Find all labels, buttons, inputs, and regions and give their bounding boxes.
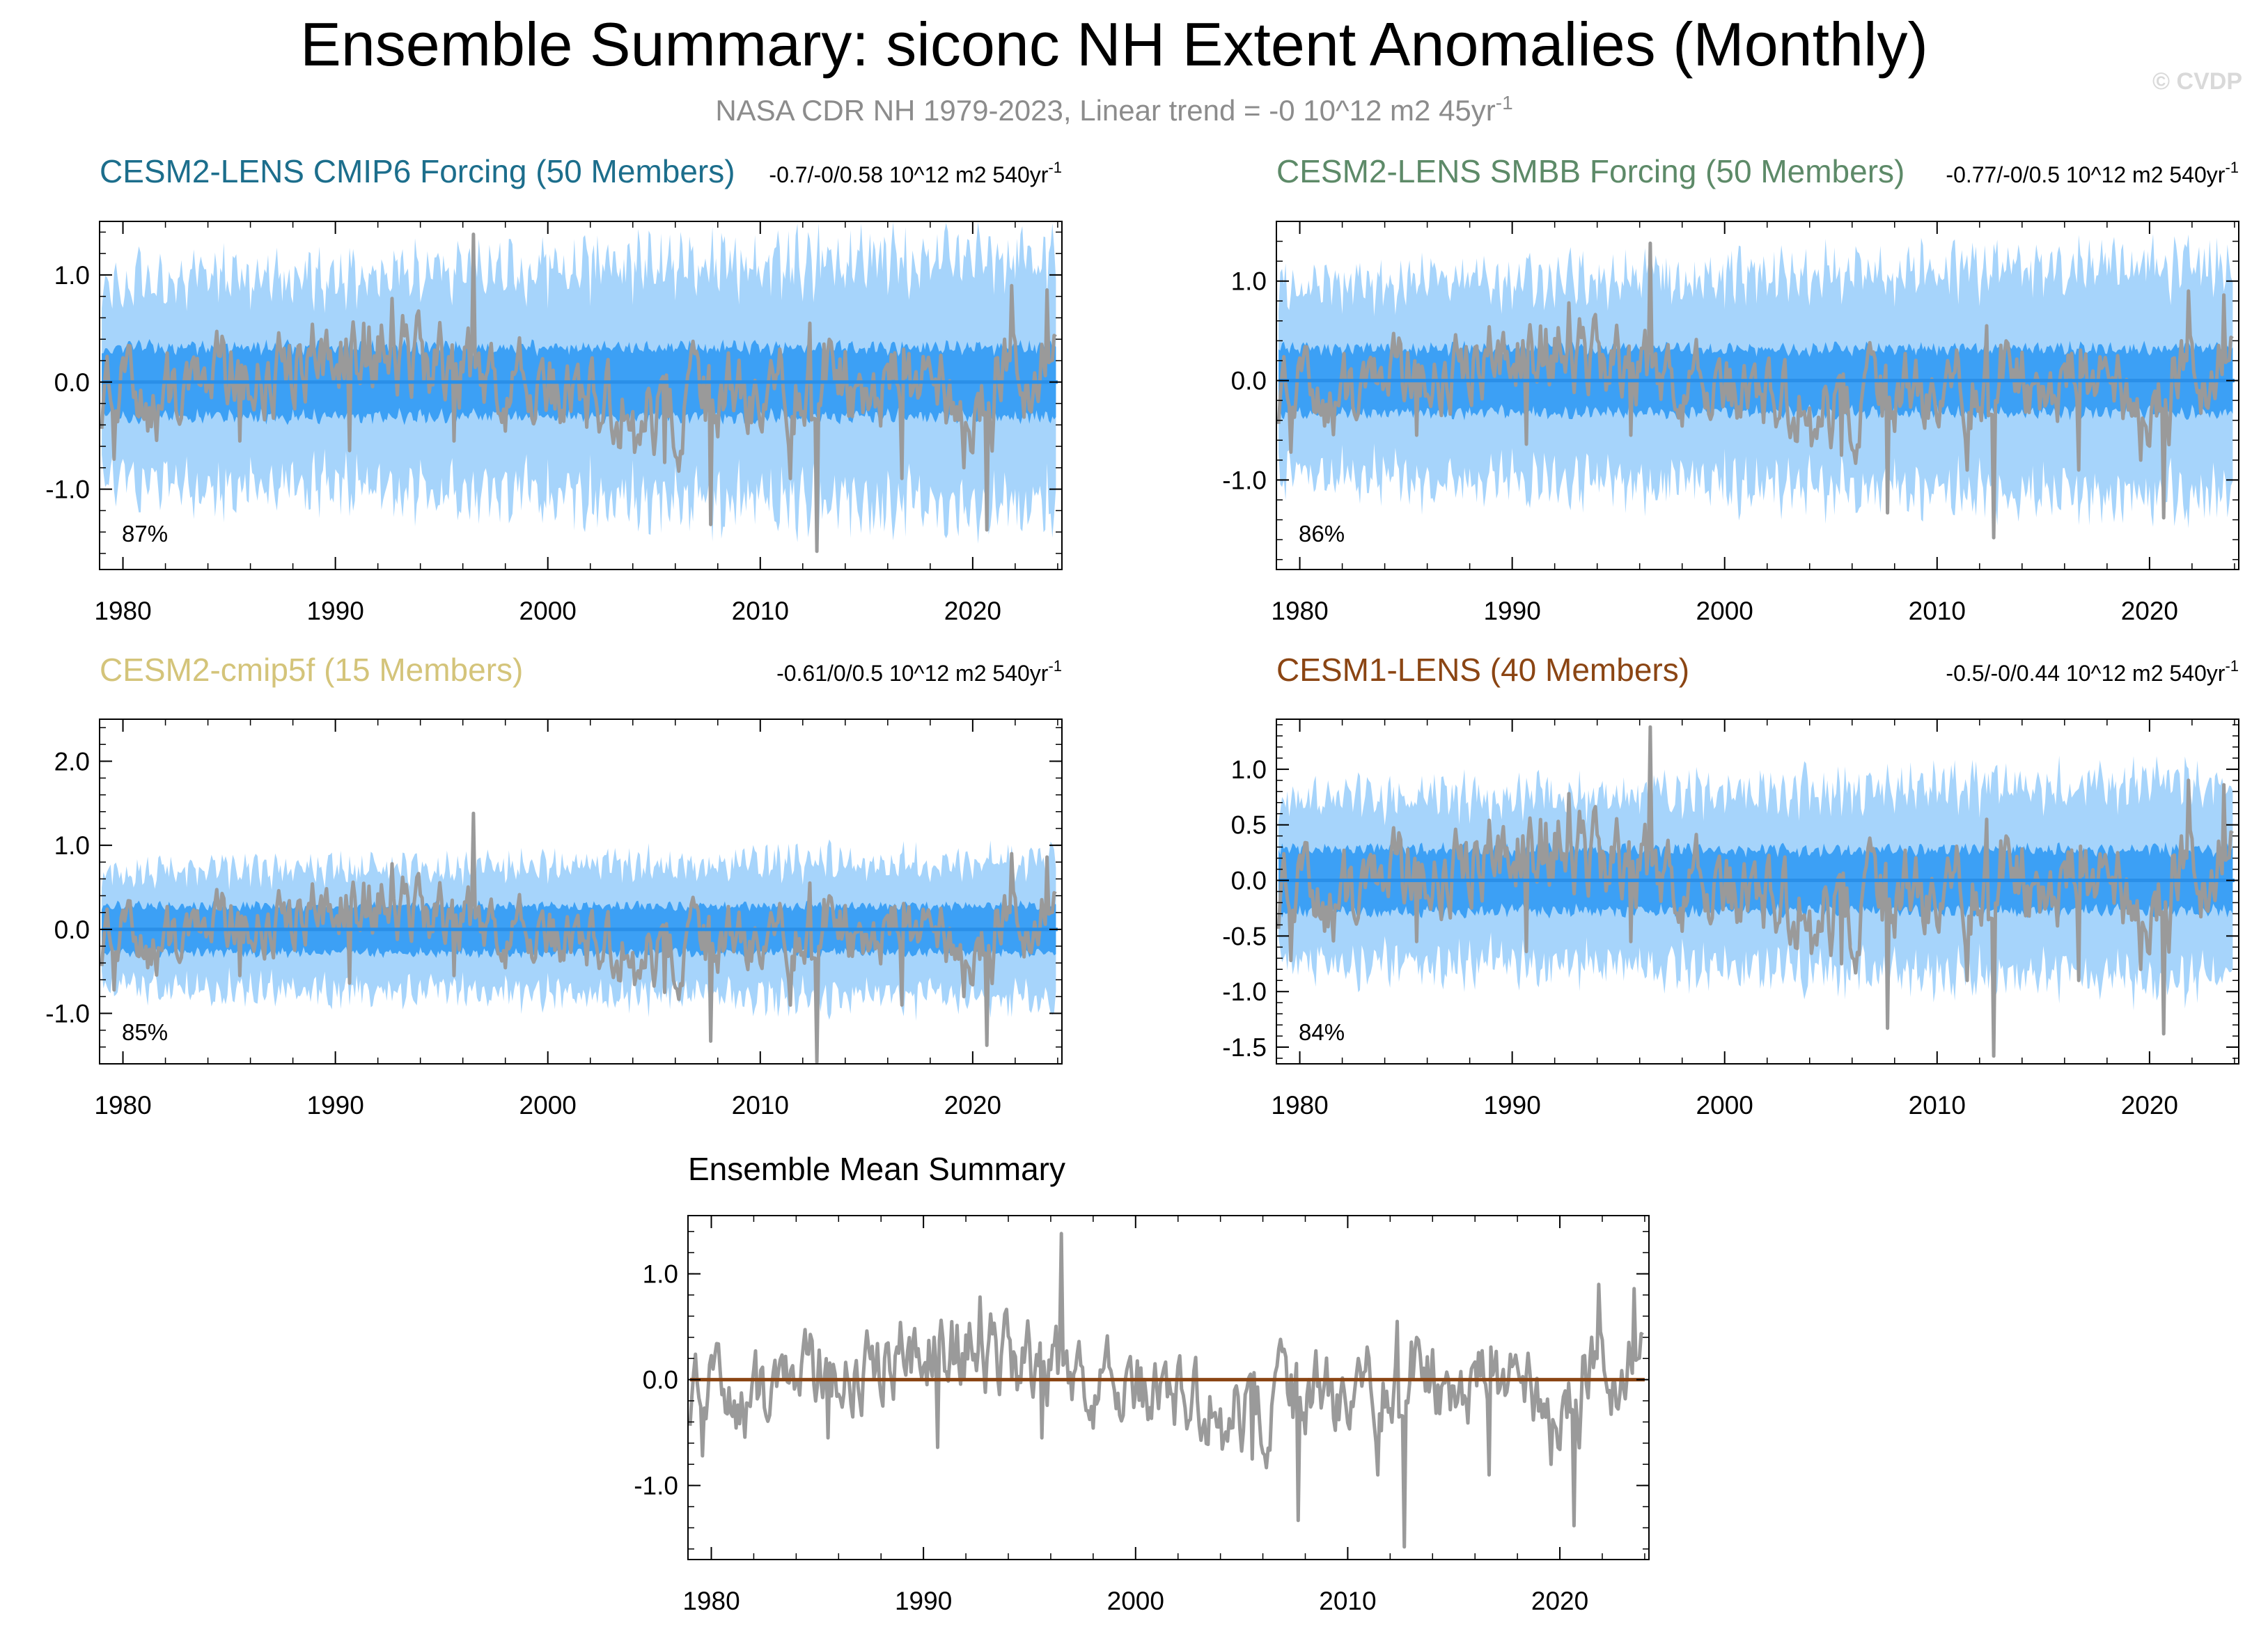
panel-cmip6: CESM2-LENS CMIP6 Forcing (50 Members) -0… xyxy=(45,153,1063,625)
x-tick-label: 2020 xyxy=(944,597,1001,625)
y-tick-label: 1.0 xyxy=(1231,755,1267,784)
y-tick-label: 1.0 xyxy=(1231,267,1267,296)
x-tick-label: 2020 xyxy=(1531,1587,1588,1615)
y-tick-label: 1.0 xyxy=(54,261,90,290)
x-tick-label: 1980 xyxy=(1271,1091,1328,1120)
y-tick-label: 0.5 xyxy=(1231,811,1267,840)
y-tick-label: 1.0 xyxy=(54,831,90,860)
panel-title: CESM2-cmip5f (15 Members) xyxy=(100,652,523,688)
plot-area: -1.0 0.0 1.0 1980 1990 2000 2010 2020 xyxy=(634,1215,1650,1615)
y-tick-label: 0.0 xyxy=(1231,867,1267,895)
panel-smbb: CESM2-LENS SMBB Forcing (50 Members) -0.… xyxy=(1222,153,2239,625)
y-tick-label: -1.0 xyxy=(634,1472,678,1500)
y-tick-label: 2.0 xyxy=(54,747,90,776)
panel-lens1: CESM1-LENS (40 Members) -0.5/-0/0.44 10^… xyxy=(1222,652,2239,1120)
x-tick-label: 1990 xyxy=(1483,1091,1540,1120)
plot-area: -1.0 0.0 1.0 1980 1990 2000 2010 2020 xyxy=(1222,221,2239,625)
plot-area: -1.0 0.0 1.0 2.0 1980 1990 2000 2010 2020 xyxy=(45,719,1063,1120)
y-tick-label: -1.5 xyxy=(1222,1033,1267,1062)
y-tick-label: 0.0 xyxy=(54,368,90,397)
main-title: Ensemble Summary: siconc NH Extent Anoma… xyxy=(300,10,1928,79)
x-tick-label: 2010 xyxy=(732,597,789,625)
y-tick-label: 0.0 xyxy=(643,1366,678,1395)
x-tick-label: 2000 xyxy=(519,1091,577,1120)
y-tick-label: -1.0 xyxy=(1222,977,1267,1006)
y-tick-label: -1.0 xyxy=(45,476,90,504)
x-tick-label: 2010 xyxy=(1319,1587,1376,1615)
x-tick-label: 2010 xyxy=(732,1091,789,1120)
y-tick-label: -0.5 xyxy=(1222,922,1267,950)
percent-label: 84% xyxy=(1299,1019,1345,1045)
x-tick-label: 2020 xyxy=(944,1091,1001,1120)
plot-frame xyxy=(99,221,1063,570)
panel-title: CESM2-LENS SMBB Forcing (50 Members) xyxy=(1276,153,1905,189)
x-tick-label: 1990 xyxy=(306,597,363,625)
panel-cmip5f: CESM2-cmip5f (15 Members) -0.61/0/0.5 10… xyxy=(45,652,1063,1120)
observed-series-line xyxy=(100,811,1057,1065)
percent-label: 85% xyxy=(122,1019,168,1045)
y-tick-label: 0.0 xyxy=(54,916,90,944)
plot-area: -1.5 -1.0 -0.5 0.0 0.5 1.0 1980 1990 2000 2010 202… xyxy=(1222,719,2239,1120)
x-tick-label: 2010 xyxy=(1909,597,1966,625)
plot-frame xyxy=(687,1215,1650,1560)
percent-label: 86% xyxy=(1299,521,1345,547)
x-tick-label: 2020 xyxy=(2121,597,2178,625)
panel-title: CESM1-LENS (40 Members) xyxy=(1276,652,1689,688)
trend-label: -0.7/-0/0.58 10^12 m2 540yr-1 xyxy=(769,159,1062,187)
x-tick-label: 1980 xyxy=(682,1587,740,1615)
x-tick-label: 2000 xyxy=(519,597,577,625)
x-tick-label: 1990 xyxy=(895,1587,952,1615)
x-tick-label: 1980 xyxy=(94,597,151,625)
panel-title: CESM2-LENS CMIP6 Forcing (50 Members) xyxy=(100,153,735,189)
x-tick-label: 2020 xyxy=(2121,1091,2178,1120)
y-tick-label: -1.0 xyxy=(1222,466,1267,494)
copyright-label: © CVDP xyxy=(2152,68,2242,95)
trend-label: -0.61/0/0.5 10^12 m2 540yr-1 xyxy=(776,657,1062,686)
plot-frame xyxy=(1276,221,2239,570)
plot-frame xyxy=(99,719,1063,1065)
y-tick-label: -1.0 xyxy=(45,1000,90,1028)
x-tick-label: 1990 xyxy=(306,1091,363,1120)
panel-ensemble-mean: Ensemble Mean Summary -1.0 0.0 1.0 1980 1990… xyxy=(634,1151,1650,1615)
trend-label: -0.77/-0/0.5 10^12 m2 540yr-1 xyxy=(1946,159,2239,187)
x-tick-label: 2010 xyxy=(1909,1091,1966,1120)
x-tick-label: 1980 xyxy=(94,1091,151,1120)
y-tick-label: 1.0 xyxy=(643,1260,678,1289)
panel-title: Ensemble Mean Summary xyxy=(688,1151,1065,1187)
plot-area: -1.0 0.0 1.0 1980 1990 2000 2010 2020 xyxy=(45,221,1063,625)
x-tick-label: 1990 xyxy=(1483,597,1540,625)
x-tick-label: 2000 xyxy=(1107,1587,1164,1615)
x-tick-label: 2000 xyxy=(1696,597,1753,625)
percent-label: 87% xyxy=(122,521,168,547)
observed-series-line xyxy=(688,1232,1644,1549)
x-tick-label: 1980 xyxy=(1271,597,1328,625)
y-tick-label: 0.0 xyxy=(1231,367,1267,395)
subtitle: NASA CDR NH 1979-2023, Linear trend = -0… xyxy=(715,92,1512,127)
x-tick-label: 2000 xyxy=(1696,1091,1753,1120)
trend-label: -0.5/-0/0.44 10^12 m2 540yr-1 xyxy=(1946,657,2239,686)
